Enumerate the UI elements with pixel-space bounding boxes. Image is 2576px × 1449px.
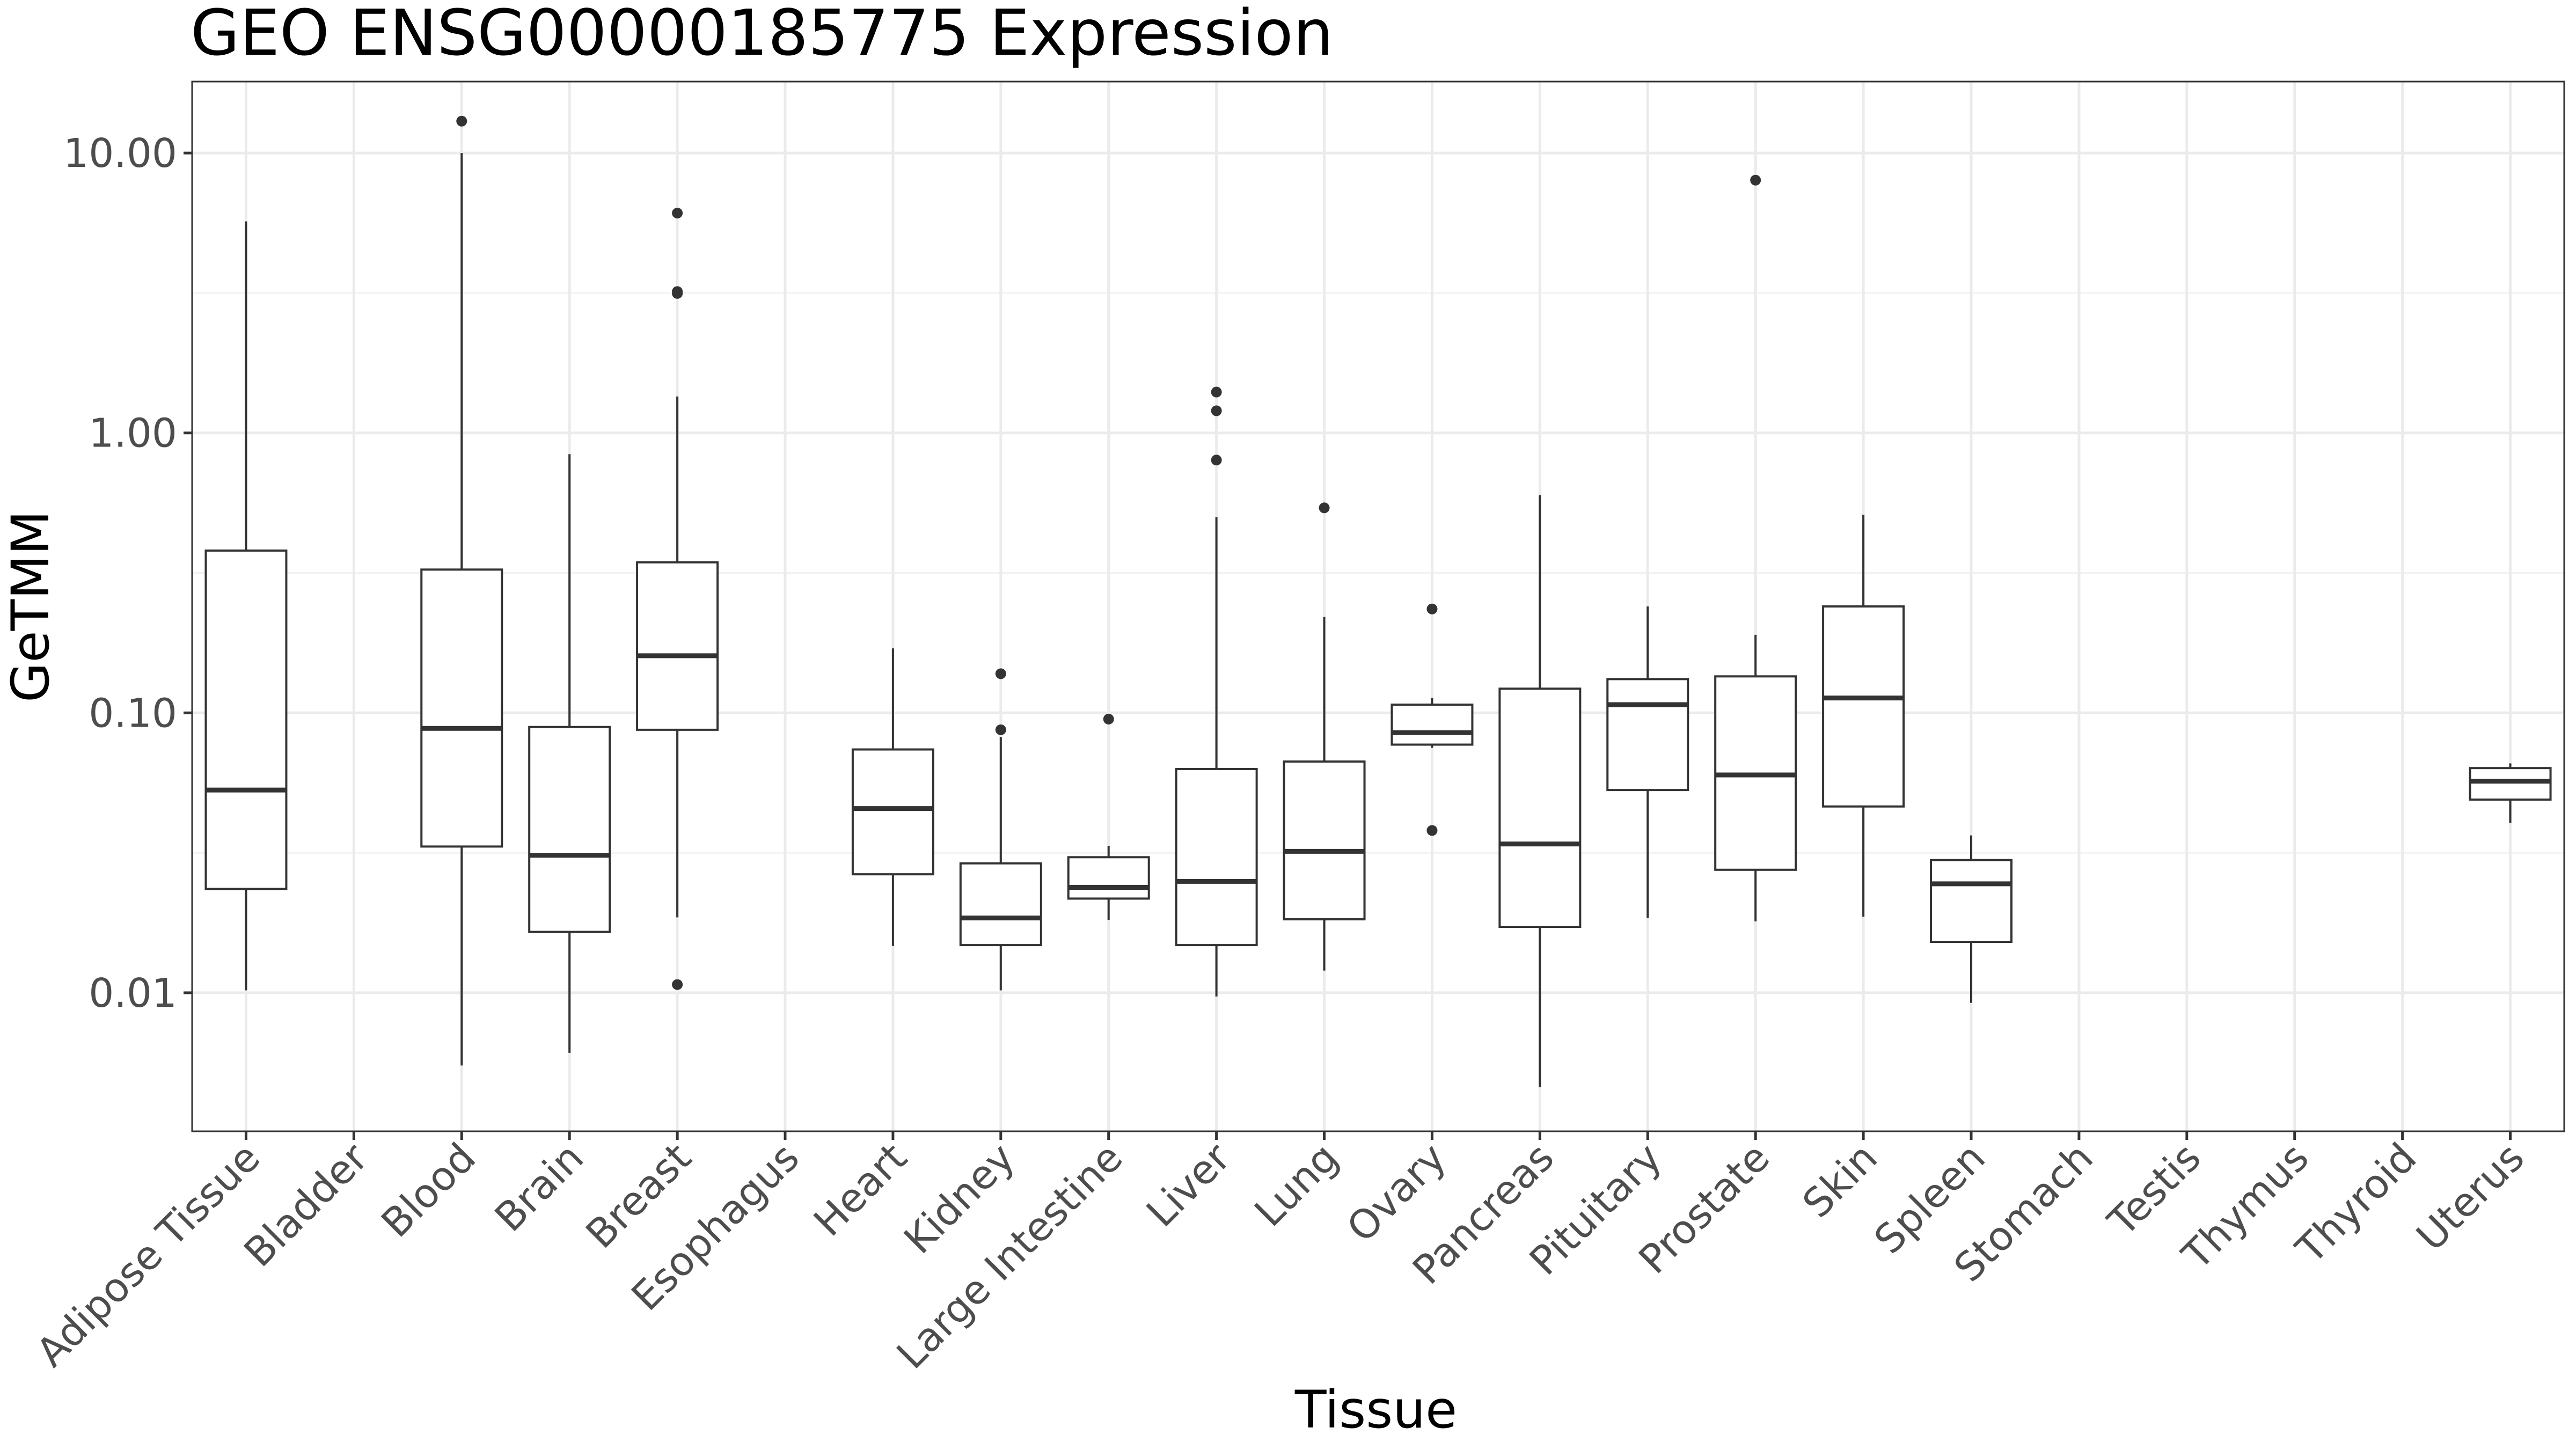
x-tick-label: Uterus bbox=[2408, 1135, 2534, 1260]
outlier-point bbox=[1211, 405, 1222, 416]
box-prostate bbox=[1714, 174, 1797, 921]
grid-lines bbox=[192, 82, 2564, 1131]
outlier-point bbox=[1319, 502, 1330, 514]
box-pituitary bbox=[1606, 606, 1689, 918]
box-skin bbox=[1822, 515, 1905, 917]
iqr-box bbox=[1283, 760, 1366, 921]
outlier-point bbox=[1211, 455, 1222, 466]
outlier-point bbox=[1426, 603, 1438, 614]
outlier-point bbox=[995, 724, 1006, 735]
box-spleen bbox=[1930, 835, 2012, 1003]
iqr-box bbox=[959, 862, 1042, 947]
y-tick-label: 10.00 bbox=[63, 130, 177, 177]
box-breast bbox=[636, 208, 719, 990]
x-tick-label: Blood bbox=[373, 1135, 485, 1246]
y-tick-label: 0.10 bbox=[89, 690, 177, 736]
y-axis-title: GeTMM bbox=[1, 510, 61, 702]
outlier-point bbox=[672, 979, 683, 990]
x-tick-label: Lung bbox=[1246, 1135, 1348, 1236]
box-plots bbox=[204, 115, 2552, 1087]
iqr-box bbox=[420, 568, 503, 848]
outlier-point bbox=[1211, 386, 1222, 398]
x-tick-label: Skin bbox=[1794, 1135, 1886, 1227]
box-liver bbox=[1175, 386, 1258, 997]
y-tick-label: 0.01 bbox=[89, 970, 177, 1016]
x-axis-title: Tissue bbox=[1294, 1380, 1457, 1440]
x-tick-label: Liver bbox=[1138, 1135, 1240, 1236]
box-blood bbox=[420, 115, 503, 1066]
y-tick-label: 1.00 bbox=[89, 411, 177, 457]
iqr-box bbox=[2469, 767, 2552, 801]
box-lung bbox=[1283, 502, 1366, 971]
outlier-point bbox=[995, 668, 1006, 679]
iqr-box bbox=[1391, 703, 1474, 746]
x-tick-label: Brain bbox=[486, 1135, 592, 1241]
box-kidney bbox=[959, 668, 1042, 991]
iqr-box bbox=[1930, 859, 2012, 943]
iqr-box bbox=[1822, 605, 1905, 808]
box-large-intestine bbox=[1067, 713, 1150, 920]
box-adipose-tissue bbox=[204, 221, 288, 991]
box-pancreas bbox=[1498, 495, 1582, 1087]
box-uterus bbox=[2469, 763, 2552, 823]
outlier-point bbox=[1426, 825, 1438, 836]
outlier-point bbox=[672, 208, 683, 219]
outlier-point bbox=[672, 288, 683, 299]
outlier-point bbox=[1750, 174, 1761, 186]
box-heart bbox=[851, 648, 934, 946]
iqr-box bbox=[851, 748, 934, 876]
iqr-box bbox=[1498, 687, 1582, 928]
iqr-box bbox=[636, 561, 719, 731]
box-brain bbox=[528, 454, 611, 1053]
iqr-box bbox=[1175, 767, 1258, 947]
iqr-box bbox=[1606, 678, 1689, 792]
x-tick-label: Thyroid bbox=[2287, 1135, 2426, 1273]
plot-panel-border bbox=[191, 80, 2565, 1132]
iqr-box bbox=[204, 549, 288, 890]
iqr-box bbox=[1067, 856, 1150, 900]
outlier-point bbox=[456, 115, 467, 127]
iqr-box bbox=[528, 726, 611, 933]
box-ovary bbox=[1391, 603, 1474, 836]
chart-title: GEO ENSG00000185775 Expression bbox=[191, 0, 1333, 70]
x-tick-label: Adipose Tissue bbox=[28, 1135, 269, 1376]
outlier-point bbox=[1103, 713, 1114, 724]
